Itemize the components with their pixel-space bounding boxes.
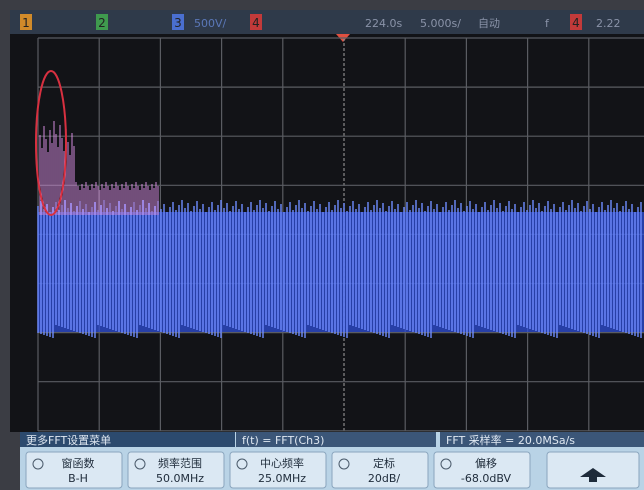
sample-rate: FFT 采样率 = 20.0MSa/s bbox=[446, 433, 575, 447]
sample-rate-bg bbox=[440, 432, 644, 447]
softkey-knob-icon bbox=[440, 458, 452, 470]
softkey-value: -68.0dBV bbox=[461, 472, 512, 485]
trigger-level: 2.22 bbox=[596, 17, 621, 30]
traces bbox=[37, 121, 644, 338]
scale: 500V/ bbox=[194, 17, 227, 30]
trigger-slope: f bbox=[545, 17, 550, 30]
ch1-badge bbox=[20, 14, 32, 30]
softkey-label: 频率范围 bbox=[158, 456, 202, 470]
softkey-label: 窗函数 bbox=[62, 456, 95, 470]
softkey[interactable] bbox=[127, 451, 225, 489]
ch3-label: 3 bbox=[174, 16, 182, 30]
softkey-knob-icon bbox=[134, 458, 146, 470]
softkey-value: B-H bbox=[68, 472, 88, 485]
math-trace bbox=[39, 121, 159, 215]
softkey-value: 20dB/ bbox=[368, 472, 401, 485]
softkey-label: 偏移 bbox=[475, 456, 497, 470]
delay: 224.0s bbox=[365, 17, 402, 30]
trigger-mode: 自动 bbox=[478, 17, 500, 30]
timebase: 5.000s/ bbox=[420, 17, 461, 30]
softkey[interactable] bbox=[229, 451, 327, 489]
softkey-knob-icon bbox=[236, 458, 248, 470]
softkey[interactable] bbox=[25, 451, 123, 489]
fft-trace bbox=[37, 200, 642, 338]
softkey-label: 中心频率 bbox=[260, 456, 304, 470]
annotation-circle bbox=[35, 70, 67, 216]
up-arrow-icon bbox=[580, 468, 606, 482]
function-bg bbox=[236, 432, 436, 447]
menu-title: 更多FFT设置菜单 bbox=[26, 433, 111, 447]
ch2-badge bbox=[96, 14, 108, 30]
softkeys: 窗函数 B-H 频率范围 50.0MHz 中心频率 25.0MHz 定标 20dB/偏移 -68… bbox=[25, 451, 531, 489]
function: f(t) = FFT(Ch3) bbox=[242, 434, 324, 447]
softkey-knob-icon bbox=[32, 458, 44, 470]
softkey-value: 25.0MHz bbox=[258, 472, 306, 485]
top-bar bbox=[10, 10, 644, 34]
ch3-badge bbox=[172, 14, 184, 30]
trigger-channel-badge bbox=[570, 14, 582, 30]
menu-title-bg bbox=[20, 432, 235, 447]
softkey[interactable] bbox=[331, 451, 429, 489]
softkey[interactable] bbox=[433, 451, 531, 489]
softkey-label: 定标 bbox=[373, 456, 395, 470]
ch1-label: 1 bbox=[22, 16, 30, 30]
ch4-badge bbox=[250, 14, 262, 30]
ch2-label: 2 bbox=[98, 16, 106, 30]
softkey-value: 50.0MHz bbox=[156, 472, 204, 485]
trigger-channel: 4 bbox=[572, 16, 580, 30]
ch4-label: 4 bbox=[252, 16, 260, 30]
softkey-knob-icon bbox=[338, 458, 350, 470]
